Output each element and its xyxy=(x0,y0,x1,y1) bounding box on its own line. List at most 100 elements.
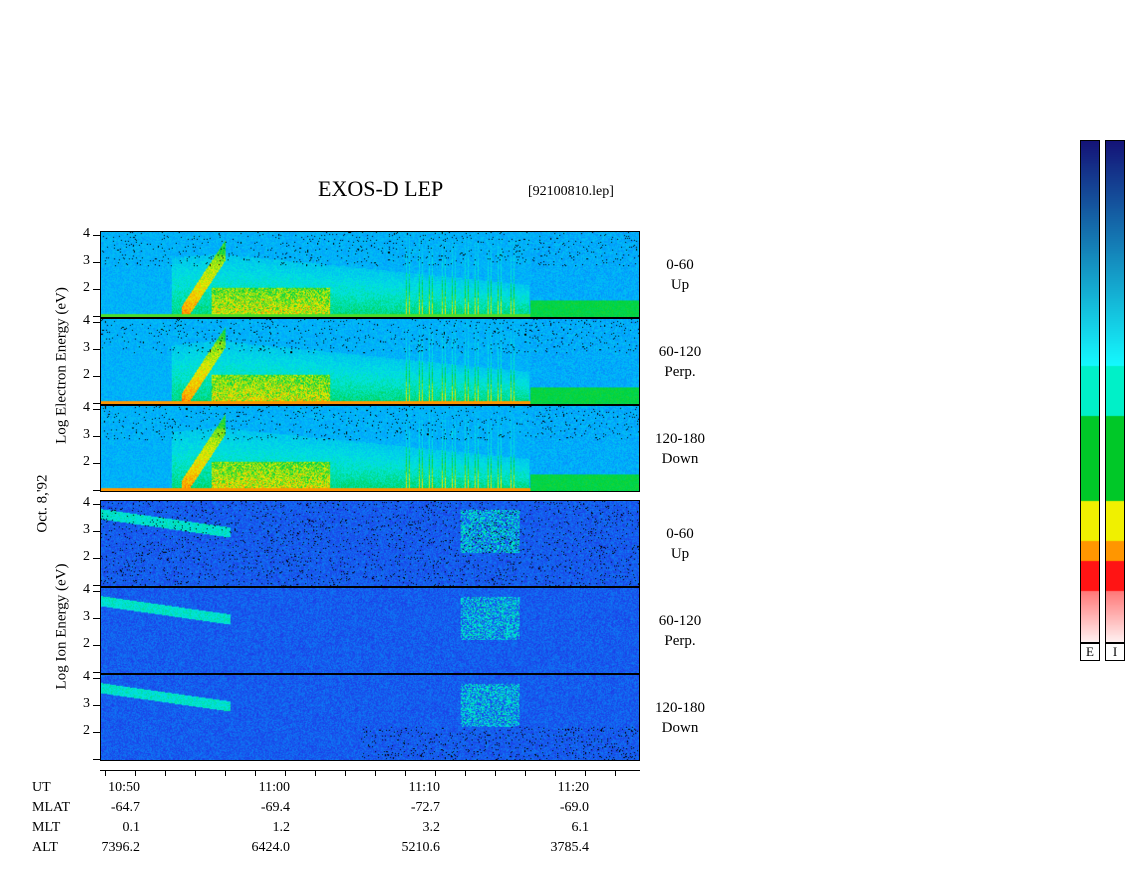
ephemeris-row-label: MLAT xyxy=(32,800,71,815)
pitch-angle-label: 60-120 Perp. xyxy=(645,611,715,651)
y-tick xyxy=(93,262,100,263)
y-tick xyxy=(93,289,100,290)
colorbar-electron xyxy=(1080,140,1100,643)
x-axis xyxy=(100,770,640,771)
ion-axis-label: Log Ion Energy (eV) xyxy=(53,563,70,690)
x-tick xyxy=(315,770,316,776)
y-tick-label: 2 xyxy=(83,549,90,564)
x-tick xyxy=(555,770,556,776)
ephemeris-value: 3.2 xyxy=(422,820,441,835)
y-tick xyxy=(93,463,100,464)
spectrogram-canvas-2 xyxy=(101,319,639,404)
ephemeris-row-label: ALT xyxy=(32,840,58,855)
y-tick xyxy=(93,316,100,317)
y-tick xyxy=(93,558,100,559)
ephemeris-value: -69.0 xyxy=(559,800,589,815)
y-tick xyxy=(93,490,100,491)
pitch-range: 0-60 xyxy=(666,526,694,542)
y-tick-label: 4 xyxy=(83,669,90,684)
y-tick xyxy=(93,504,100,505)
y-tick-label: 2 xyxy=(83,723,90,738)
y-tick-label: 3 xyxy=(83,696,90,711)
y-tick-label: 4 xyxy=(83,582,90,597)
ephemeris-value: 11:00 xyxy=(258,780,290,795)
ephemeris-value: 6.1 xyxy=(571,820,590,835)
y-tick-label: 2 xyxy=(83,280,90,295)
x-tick xyxy=(435,770,436,776)
spectrogram-panel-2 xyxy=(100,318,640,405)
spectrogram-panel-1 xyxy=(100,231,640,318)
y-tick xyxy=(93,322,100,323)
x-tick xyxy=(615,770,616,776)
y-tick-label: 4 xyxy=(83,495,90,510)
y-tick xyxy=(93,531,100,532)
pitch-angle-label: 60-120 Perp. xyxy=(645,342,715,382)
y-tick xyxy=(93,678,100,679)
y-tick-label: 3 xyxy=(83,340,90,355)
ephemeris-value: 10:50 xyxy=(108,780,140,795)
y-tick-label: 2 xyxy=(83,367,90,382)
x-tick xyxy=(225,770,226,776)
pitch-direction: Perp. xyxy=(664,633,696,649)
spectrogram-canvas-6 xyxy=(101,675,639,760)
colorbar-ion xyxy=(1105,140,1125,643)
pitch-range: 60-120 xyxy=(658,613,702,629)
y-tick xyxy=(93,235,100,236)
x-tick xyxy=(165,770,166,776)
pitch-range: 120-180 xyxy=(655,431,705,447)
spectrogram-canvas-1 xyxy=(101,232,639,317)
ephemeris-value: 3785.4 xyxy=(550,840,590,855)
y-tick xyxy=(93,732,100,733)
y-tick-label: 3 xyxy=(83,609,90,624)
ephemeris-value: 11:20 xyxy=(557,780,589,795)
colorbar-gradient xyxy=(1106,141,1124,642)
x-tick xyxy=(255,770,256,776)
ephemeris-value: 1.2 xyxy=(272,820,291,835)
x-tick xyxy=(525,770,526,776)
x-tick xyxy=(405,770,406,776)
y-tick xyxy=(93,409,100,410)
pitch-angle-label: 120-180 Down xyxy=(645,698,715,738)
y-tick-label: 4 xyxy=(83,400,90,415)
spectrogram-panel-3 xyxy=(100,405,640,492)
spectrogram-canvas-4 xyxy=(101,501,639,586)
x-tick xyxy=(375,770,376,776)
y-tick-label: 4 xyxy=(83,226,90,241)
ephemeris-value: 5210.6 xyxy=(401,840,441,855)
ephemeris-value: -69.4 xyxy=(260,800,290,815)
colorbar-gradient xyxy=(1081,141,1099,642)
spectrogram-panel-6 xyxy=(100,674,640,761)
pitch-direction: Up xyxy=(670,546,690,562)
colorbar-ion-label: I xyxy=(1105,643,1125,661)
x-tick xyxy=(465,770,466,776)
colorbar-electron-label: E xyxy=(1080,643,1100,661)
pitch-range: 120-180 xyxy=(655,700,705,716)
y-tick xyxy=(93,436,100,437)
spectrogram-panel-4 xyxy=(100,500,640,587)
y-tick xyxy=(93,672,100,673)
pitch-angle-label: 120-180 Down xyxy=(645,429,715,469)
ephemeris-value: 6424.0 xyxy=(251,840,291,855)
x-tick xyxy=(135,770,136,776)
y-tick-label: 2 xyxy=(83,454,90,469)
ephemeris-row-label: UT xyxy=(32,780,51,795)
spectrogram-canvas-3 xyxy=(101,406,639,491)
ephemeris-value: 7396.2 xyxy=(101,840,141,855)
y-tick xyxy=(93,645,100,646)
pitch-angle-label: 0-60 Up xyxy=(645,255,715,295)
x-tick xyxy=(285,770,286,776)
ephemeris-row-label: MLT xyxy=(32,820,61,835)
ephemeris-value: 11:10 xyxy=(408,780,440,795)
y-tick xyxy=(93,585,100,586)
pitch-angle-label: 0-60 Up xyxy=(645,524,715,564)
y-tick-label: 3 xyxy=(83,427,90,442)
pitch-direction: Down xyxy=(661,451,699,467)
ephemeris-value: -72.7 xyxy=(410,800,440,815)
y-tick xyxy=(93,618,100,619)
file-label: [92100810.lep] xyxy=(528,184,614,199)
y-tick xyxy=(93,759,100,760)
pitch-direction: Perp. xyxy=(664,364,696,380)
x-tick xyxy=(495,770,496,776)
ephemeris-value: 0.1 xyxy=(122,820,141,835)
y-tick xyxy=(93,349,100,350)
